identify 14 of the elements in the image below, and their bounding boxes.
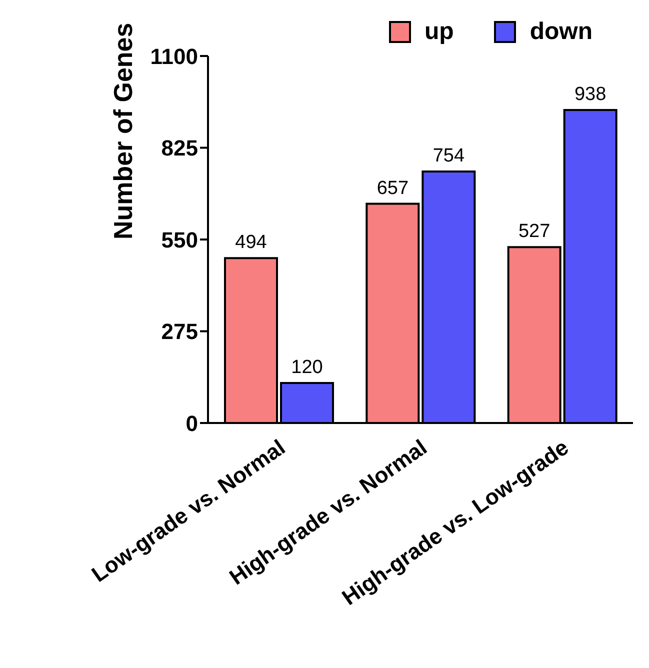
y-tick-label: 825 <box>161 136 198 161</box>
y-axis-title: Number of Genes <box>108 22 138 240</box>
data-label: 494 <box>235 232 268 254</box>
y-tick-label: 0 <box>186 410 198 436</box>
data-label: 754 <box>432 145 465 166</box>
legend-label: down <box>530 18 592 46</box>
y-tick-label: 550 <box>161 227 198 252</box>
data-label: 657 <box>376 178 409 199</box>
data-label: 120 <box>291 356 323 378</box>
y-tick-label: 1100 <box>150 44 198 69</box>
y-tick-label: 275 <box>161 319 198 344</box>
data-label: 527 <box>518 221 550 242</box>
data-label: 938 <box>574 84 606 106</box>
legend-label: up <box>424 18 454 46</box>
